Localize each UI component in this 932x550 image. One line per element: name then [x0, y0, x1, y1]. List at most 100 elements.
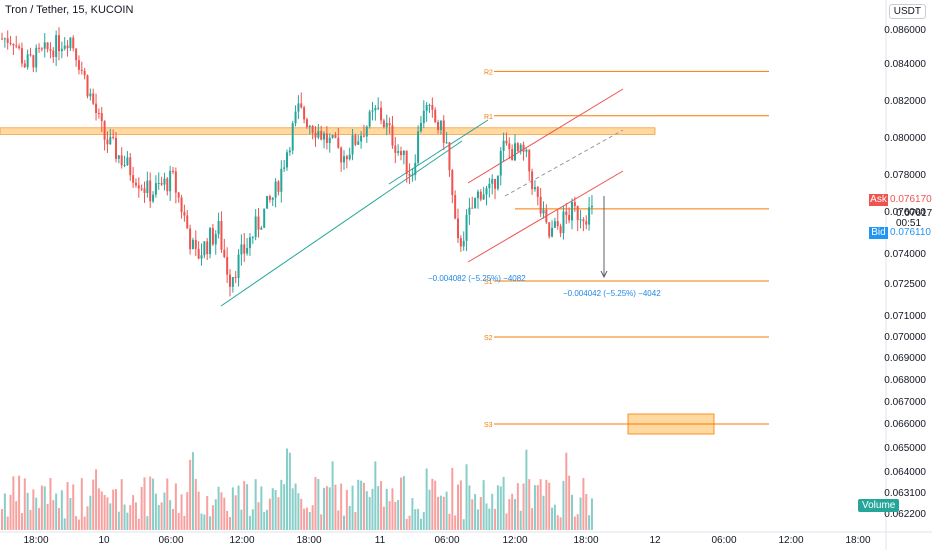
volume-bar [514, 499, 516, 530]
bear-candle [536, 185, 539, 206]
bear-candle [23, 59, 26, 69]
level-label: S1 [484, 279, 493, 286]
volume-bar [562, 480, 565, 530]
candle-body [77, 60, 80, 70]
ask-price-tag: Ask 0.076170 [869, 194, 932, 206]
candle-body [442, 120, 445, 143]
volume-bar [180, 494, 183, 530]
channel-mid [504, 129, 624, 197]
candle-body [536, 187, 539, 197]
volume-bar [394, 501, 397, 530]
volume-bar [277, 497, 280, 530]
candle-body [86, 75, 89, 97]
volume-bar [556, 515, 559, 530]
bull-candle [351, 128, 354, 161]
candle-body [217, 221, 220, 235]
bear-candle [522, 141, 525, 161]
bull-candle [152, 191, 155, 204]
bear-candle [226, 247, 229, 283]
candle-body [385, 123, 388, 128]
candle-body [365, 126, 368, 137]
bear-candle [1, 32, 3, 40]
volume-bar [15, 501, 18, 530]
volume-bar [590, 498, 593, 530]
last-price: 0.076170 [896, 208, 932, 219]
candle-body [539, 196, 542, 214]
bull-candle [368, 109, 371, 129]
volume-bar [485, 503, 488, 530]
candle-body [585, 221, 588, 225]
candle-body [496, 175, 499, 189]
x-tick-label: 10 [98, 535, 110, 546]
volume-label[interactable]: Volume [858, 499, 900, 512]
currency-button[interactable]: USDT [888, 4, 926, 19]
drawings: −0.004082 (−5.25%) −4082 −0.004042 (−5.25… [220, 88, 661, 307]
bull-candle [200, 243, 203, 266]
candle-body [531, 171, 534, 190]
x-tick-label: 12:00 [778, 535, 803, 546]
candle-body [180, 197, 183, 213]
bear-candle [362, 124, 365, 138]
y-tick-label: 0.064000 [884, 467, 926, 478]
volume-bar [559, 517, 562, 530]
volume-bar [459, 480, 462, 530]
volume-bar [86, 506, 89, 530]
volume-bar [240, 509, 243, 530]
candle-body [231, 277, 234, 287]
y-tick-label: 0.072500 [884, 279, 926, 290]
candle-body [257, 216, 260, 230]
volume-bar [189, 459, 192, 530]
volume-bar [243, 480, 246, 530]
candle-body [157, 183, 160, 185]
bear-candle [508, 137, 511, 159]
candle-body [32, 55, 35, 68]
bear-candle [405, 150, 408, 183]
bull-candle [294, 105, 297, 127]
bull-candle [377, 97, 380, 111]
candle-body [368, 111, 371, 127]
candle-body [23, 63, 26, 68]
volume-bar [502, 476, 505, 530]
candle-body [55, 35, 58, 57]
bear-candle [29, 47, 32, 57]
bull-candle [169, 165, 172, 201]
volume-bar [58, 508, 60, 530]
volume-bar [152, 478, 155, 530]
candle-body [380, 107, 383, 121]
bull-candle [191, 237, 194, 250]
bear-candle [437, 119, 440, 134]
bear-candle [66, 40, 69, 57]
candle-body [462, 240, 465, 247]
bull-candle [280, 160, 283, 203]
volume-bar [203, 514, 206, 530]
bull-candle [283, 159, 286, 173]
volume-bar [345, 489, 348, 530]
volume-bar [200, 513, 203, 530]
volume-bar [343, 515, 345, 530]
candle-body [174, 171, 177, 193]
candle-body [1, 38, 3, 40]
bear-candle [9, 36, 12, 46]
candle-body [457, 218, 459, 239]
bear-candle [160, 176, 163, 186]
volume-bar [89, 495, 92, 530]
bull-candle [579, 210, 582, 229]
volume-bar [177, 512, 180, 530]
bull-candle [266, 195, 269, 209]
bear-candle [516, 142, 519, 152]
candle-body [425, 104, 428, 111]
bull-candle [533, 180, 536, 192]
candle-body [3, 38, 6, 40]
volume-bar [340, 483, 343, 530]
bull-candle [146, 171, 149, 198]
candle-body [314, 132, 317, 138]
candle-body [542, 209, 545, 214]
candle-body [411, 175, 414, 177]
bull-candle [117, 155, 120, 164]
symbol-title[interactable]: Tron / Tether, 15, KUCOIN [5, 4, 134, 16]
bear-candle [103, 120, 106, 151]
candle-body [571, 202, 573, 221]
bear-candle [511, 144, 514, 161]
